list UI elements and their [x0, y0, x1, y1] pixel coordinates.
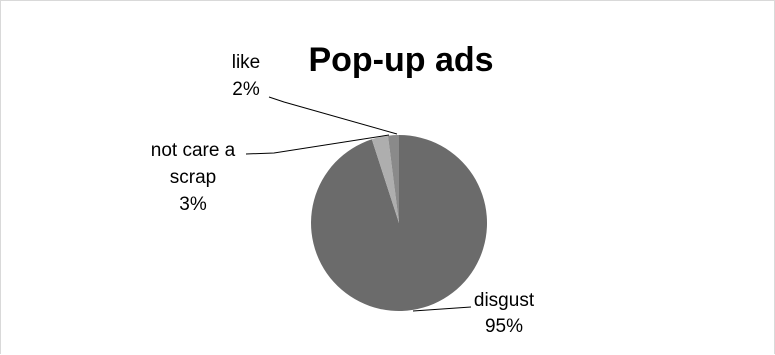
data-label-category: scrap	[170, 167, 216, 188]
leader-line-not-care-a-scrap	[245, 134, 390, 155]
data-label-category: disgust	[474, 290, 535, 311]
data-label-disgust: disgust 95%	[474, 290, 535, 337]
pie-slice-not-care-a-scrap	[371, 135, 399, 223]
leader-line-like	[268, 96, 398, 135]
data-label-value: 95%	[485, 316, 523, 337]
data-label-not-care-a-scrap: not care a scrap 3%	[151, 140, 236, 215]
pie-slice-like	[387, 135, 399, 223]
data-label-value: 2%	[232, 79, 260, 100]
data-label-value: 3%	[179, 194, 207, 215]
pie-slice-disgust	[311, 134, 488, 312]
data-labels: disgust 95% not care a scrap 3% like 2%	[151, 52, 535, 337]
data-label-like: like 2%	[232, 52, 261, 100]
data-label-category: like	[232, 52, 261, 73]
leader-line-disgust	[412, 306, 472, 312]
leader-lines	[245, 96, 472, 312]
data-label-category: not care a	[151, 140, 236, 161]
chart-title: Pop-up ads	[308, 41, 493, 79]
pie-slices	[311, 134, 488, 312]
